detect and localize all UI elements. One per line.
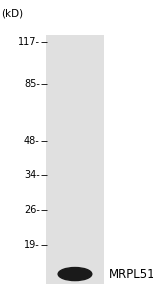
Text: (kD): (kD) bbox=[2, 9, 24, 19]
Text: 26-: 26- bbox=[24, 205, 40, 215]
Text: 117-: 117- bbox=[18, 37, 40, 47]
Text: 19-: 19- bbox=[24, 240, 40, 250]
FancyBboxPatch shape bbox=[46, 35, 104, 284]
Text: 34-: 34- bbox=[24, 171, 40, 180]
Text: 48-: 48- bbox=[24, 136, 40, 146]
Text: 85-: 85- bbox=[24, 79, 40, 89]
Ellipse shape bbox=[58, 267, 92, 281]
Text: MRPL51: MRPL51 bbox=[109, 268, 153, 280]
